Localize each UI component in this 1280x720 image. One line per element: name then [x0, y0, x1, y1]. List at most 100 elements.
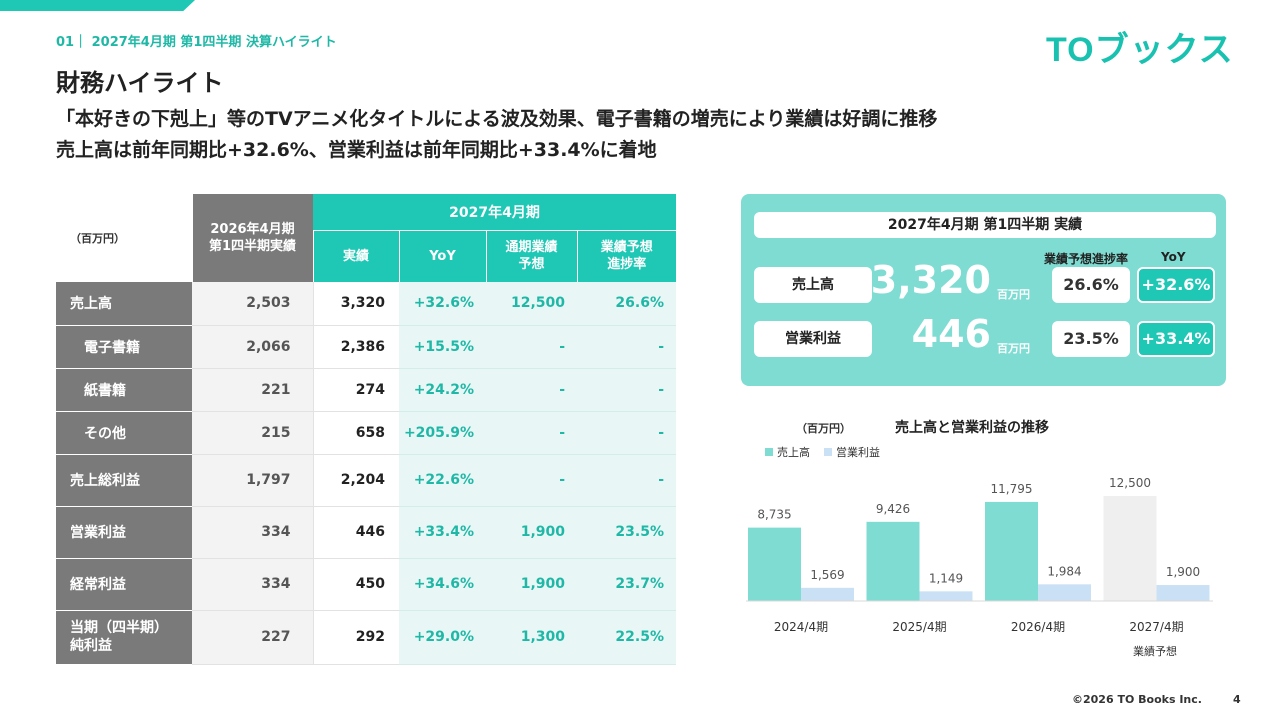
- row-label: 紙書籍: [56, 368, 192, 412]
- kpi-progress-header: 業績予想進捗率: [1044, 252, 1129, 266]
- label-op-1: 1,149: [929, 571, 963, 585]
- label-op-3: 1,900: [1166, 565, 1200, 579]
- forecast-value: -: [486, 454, 577, 507]
- bar-sales-3: [1103, 496, 1157, 601]
- prev-value: 2,503: [192, 282, 313, 326]
- actual-value: 658: [312, 411, 399, 455]
- kpi-yoy-sales: +32.6%: [1137, 267, 1215, 303]
- row-label: 営業利益: [56, 506, 192, 559]
- kpi-unit-op: 百万円: [997, 342, 1030, 355]
- yoy-value: +34.6%: [399, 558, 486, 611]
- section-label: 01｜ 2027年4月期 第1四半期 決算ハイライト: [56, 35, 337, 50]
- prev-value: 334: [192, 558, 313, 611]
- financial-table: （百万円） 2026年4月期 第1四半期実績 2027年4月期 実績 YoY 通…: [56, 194, 676, 665]
- table-row: 営業利益 334 446 +33.4% 1,900 23.5%: [56, 506, 676, 559]
- kpi-panel: 2027年4月期 第1四半期 実績 業績予想進捗率 YoY 売上高 3,320 …: [741, 194, 1226, 386]
- col-header-actual: 実績: [312, 229, 399, 282]
- kpi-value-op: 446: [911, 312, 991, 356]
- label-sales-1: 9,426: [876, 502, 910, 516]
- prev-value: 2,066: [192, 325, 313, 369]
- prev-value: 215: [192, 411, 313, 455]
- col-header-progress: 業績予想 進捗率: [576, 229, 676, 282]
- table-row: 経常利益 334 450 +34.6% 1,900 23.7%: [56, 558, 676, 611]
- prev-value: 227: [192, 610, 313, 665]
- legend-swatch-sales: [765, 448, 773, 456]
- kpi-label-op: 営業利益: [754, 321, 872, 357]
- progress-value: -: [577, 411, 676, 455]
- x-tick-label-0: 2024/4期: [774, 620, 828, 634]
- kpi-yoy-header: YoY: [1161, 250, 1186, 264]
- row-label: 経常利益: [56, 558, 192, 611]
- x-tick-label-2: 2026/4期: [1011, 620, 1065, 634]
- corner-accent: [0, 0, 195, 11]
- progress-value: 23.7%: [577, 558, 676, 611]
- kpi-label-sales: 売上高: [754, 267, 872, 303]
- actual-value: 274: [312, 368, 399, 412]
- chart-unit-label: （百万円）: [796, 422, 851, 435]
- yoy-value: +29.0%: [399, 610, 486, 665]
- bar-op-1: [919, 591, 973, 601]
- prev-period-header: 2026年4月期 第1四半期実績: [191, 194, 313, 282]
- table-row: 売上総利益 1,797 2,204 +22.6% - -: [56, 454, 676, 507]
- row-label: 電子書籍: [56, 325, 192, 369]
- kpi-title: 2027年4月期 第1四半期 実績: [754, 212, 1216, 238]
- chart-bars: 8,735 1,569 2024/4期 9,426 1,149 2025/4期 11,795…: [748, 476, 1210, 634]
- subtitle-line-1: 「本好きの下剋上」等のTVアニメ化タイトルによる波及効果、電子書籍の増売により業…: [56, 108, 938, 130]
- bar-op-2: [1038, 584, 1091, 601]
- table-unit: （百万円）: [56, 194, 192, 282]
- row-label: 売上高: [56, 282, 192, 326]
- progress-value: 22.5%: [577, 610, 676, 665]
- yoy-value: +33.4%: [399, 506, 486, 559]
- kpi-yoy-op: +33.4%: [1137, 321, 1215, 357]
- actual-value: 3,320: [312, 282, 399, 326]
- yoy-value: +22.6%: [399, 454, 486, 507]
- label-op-2: 1,984: [1047, 564, 1081, 578]
- actual-value: 450: [312, 558, 399, 611]
- x-tick-label-3: 2027/4期: [1129, 620, 1183, 634]
- progress-value: -: [577, 454, 676, 507]
- yoy-value: +32.6%: [399, 282, 486, 326]
- table-row: 売上高 2,503 3,320 +32.6% 12,500 26.6%: [56, 282, 676, 326]
- legend-label-op: 営業利益: [836, 445, 880, 459]
- actual-value: 2,386: [312, 325, 399, 369]
- yoy-value: +24.2%: [399, 368, 486, 412]
- subtitle-line-2: 売上高は前年同期比+32.6%、営業利益は前年同期比+33.4%に着地: [56, 139, 657, 161]
- col-header-forecast: 通期業績 予想: [485, 229, 577, 282]
- legend-label-sales: 売上高: [777, 445, 810, 459]
- brand-logo: TOブックス: [1046, 31, 1234, 69]
- prev-value: 221: [192, 368, 313, 412]
- actual-value: 2,204: [312, 454, 399, 507]
- kpi-progress-sales: 26.6%: [1052, 267, 1130, 303]
- row-label: 当期（四半期） 純利益: [56, 610, 192, 665]
- table-row: 電子書籍 2,066 2,386 +15.5% - -: [56, 325, 676, 369]
- row-label: 売上総利益: [56, 454, 192, 507]
- forecast-value: -: [486, 368, 577, 412]
- current-period-header: 2027年4月期: [313, 194, 676, 230]
- label-sales-0: 8,735: [757, 508, 791, 522]
- legend-swatch-op: [824, 448, 832, 456]
- table-row: 当期（四半期） 純利益 227 292 +29.0% 1,300 22.5%: [56, 610, 676, 665]
- prev-value: 1,797: [192, 454, 313, 507]
- yoy-value: +205.9%: [399, 411, 486, 455]
- page-title: 財務ハイライト: [56, 69, 224, 97]
- forecast-value: 1,900: [486, 506, 577, 559]
- forecast-value: 1,300: [486, 610, 577, 665]
- actual-value: 446: [312, 506, 399, 559]
- table-row: その他 215 658 +205.9% - -: [56, 411, 676, 455]
- bar-sales-1: [866, 521, 920, 601]
- page-number: 4: [1233, 693, 1241, 706]
- forecast-value: -: [486, 325, 577, 369]
- kpi-progress-op: 23.5%: [1052, 321, 1130, 357]
- forecast-value: 12,500: [486, 282, 577, 326]
- prev-value: 334: [192, 506, 313, 559]
- kpi-value-sales: 3,320: [870, 258, 991, 302]
- copyright: ©2026 TO Books Inc.: [1072, 693, 1202, 706]
- forecast-value: -: [486, 411, 577, 455]
- col-header-yoy: YoY: [398, 229, 486, 282]
- forecast-note: 業績予想: [1133, 644, 1177, 658]
- actual-value: 292: [312, 610, 399, 665]
- forecast-value: 1,900: [486, 558, 577, 611]
- bar-sales-2: [985, 501, 1038, 601]
- progress-value: 23.5%: [577, 506, 676, 559]
- label-sales-2: 11,795: [991, 482, 1033, 496]
